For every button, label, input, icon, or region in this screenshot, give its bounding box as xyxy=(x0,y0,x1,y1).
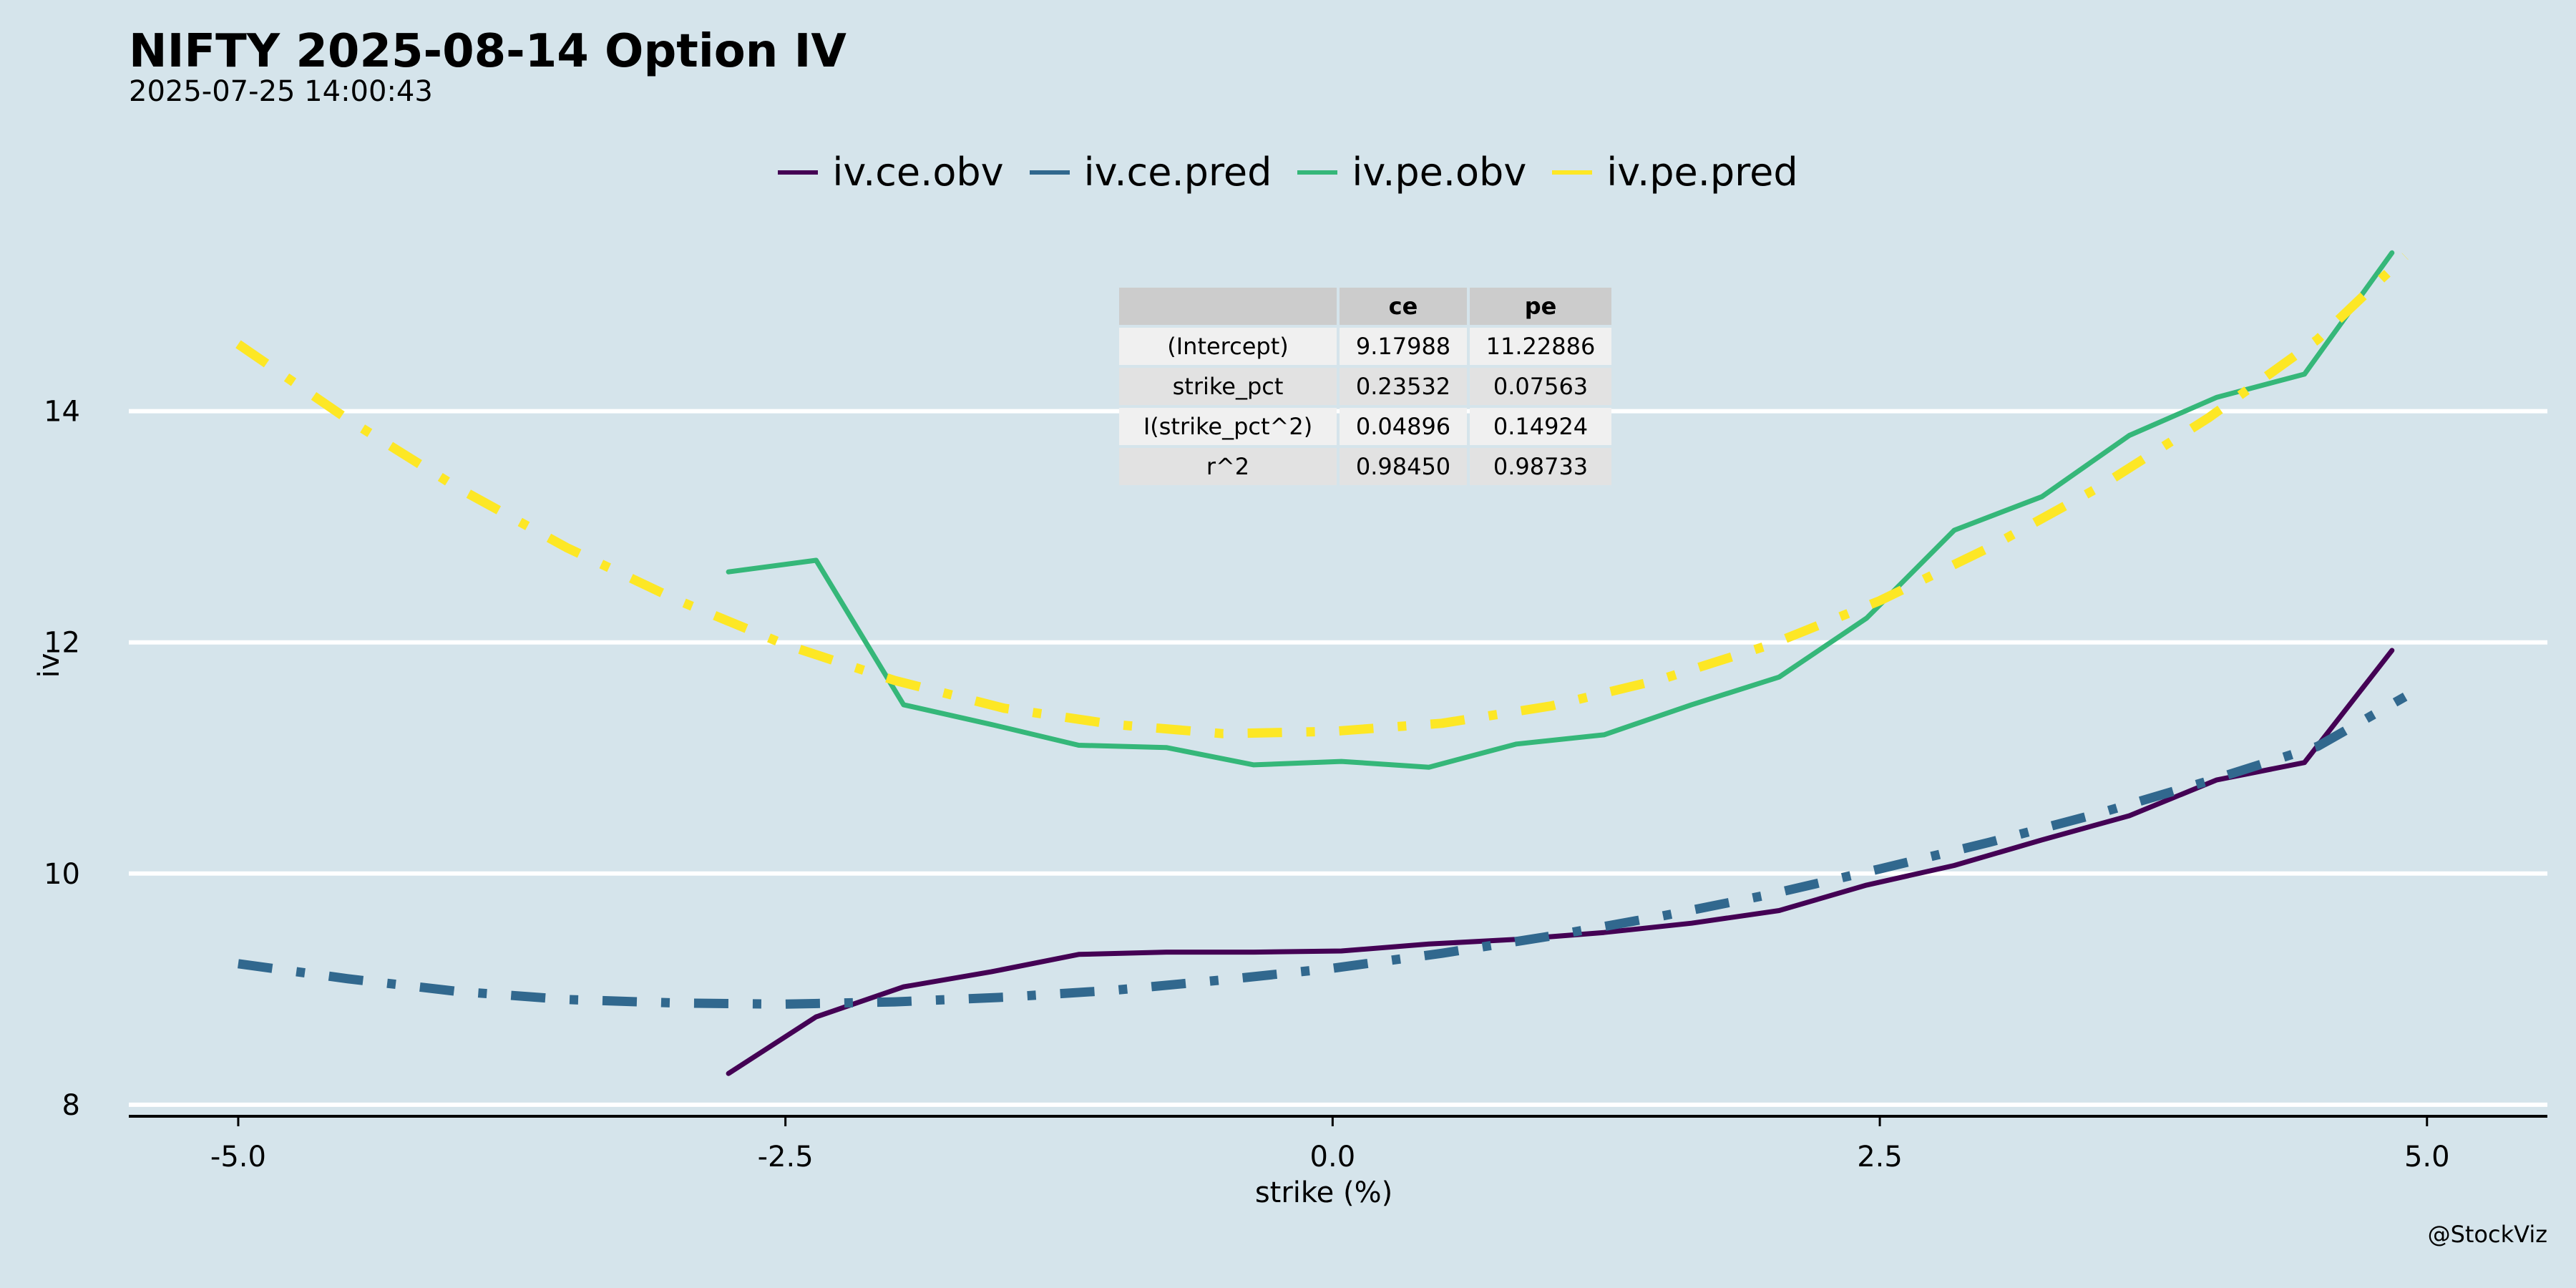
y-axis-title: iv xyxy=(33,653,66,678)
y-tick-label: 12 xyxy=(44,627,80,660)
legend-key-iv-ce-obv xyxy=(778,170,819,175)
legend-key-iv-pe-obv xyxy=(1297,170,1338,175)
stats-row-strike-pct-squared: I(strike_pct^2) 0.04896 0.14924 xyxy=(1119,408,1611,445)
x-tick-label: 5.0 xyxy=(2404,1141,2450,1174)
x-tick-label: -2.5 xyxy=(758,1141,814,1174)
legend-label-iv-ce-obv: iv.ce.obv xyxy=(832,150,1004,195)
legend-key-iv-pe-pred xyxy=(1552,170,1593,175)
stats-cell-pe: 0.14924 xyxy=(1470,408,1611,445)
x-tick-label: -5.0 xyxy=(210,1141,266,1174)
legend-item-iv-ce-obv: iv.ce.obv xyxy=(778,150,1004,195)
chart-title: NIFTY 2025-08-14 Option IV xyxy=(129,25,847,78)
x-axis-title: strike (%) xyxy=(1255,1176,1392,1209)
legend: iv.ce.obv iv.ce.pred iv.pe.obv iv.pe.pre… xyxy=(0,147,2576,198)
legend-label-iv-pe-obv: iv.pe.obv xyxy=(1352,150,1527,195)
stats-cell-ce: 0.23532 xyxy=(1340,368,1467,405)
stats-cell-pe: 11.22886 xyxy=(1470,328,1611,365)
stats-cell-ce: 0.98450 xyxy=(1340,448,1467,485)
stats-cell-label: strike_pct xyxy=(1119,368,1337,405)
stats-cell-label: (Intercept) xyxy=(1119,328,1337,365)
legend-item-iv-pe-obv: iv.pe.obv xyxy=(1297,153,1526,192)
stats-row-strike-pct: strike_pct 0.23532 0.07563 xyxy=(1119,368,1611,405)
y-tick-label: 8 xyxy=(62,1089,80,1122)
stats-cell-pe: 0.07563 xyxy=(1470,368,1611,405)
series-line-iv-pe-obv xyxy=(726,250,2395,770)
legend-item-iv-ce-pred: iv.ce.pred xyxy=(1029,150,1272,195)
series-line-iv-ce-pred xyxy=(238,692,2408,1009)
legend-key-iv-ce-pred xyxy=(1029,170,1070,175)
stats-row-intercept: (Intercept) 9.17988 11.22886 xyxy=(1119,328,1611,365)
legend-item-iv-pe-pred: iv.pe.pred xyxy=(1552,150,1798,195)
stats-header-blank xyxy=(1119,288,1337,325)
credit-label: @StockViz xyxy=(2427,1221,2547,1248)
legend-label-iv-pe-pred: iv.pe.pred xyxy=(1606,150,1798,195)
stats-cell-ce: 0.04896 xyxy=(1340,408,1467,445)
y-tick-label: 10 xyxy=(44,858,80,891)
legend-label-iv-ce-pred: iv.ce.pred xyxy=(1083,150,1272,195)
regression-stats-table: ce pe (Intercept) 9.17988 11.22886 strik… xyxy=(1116,285,1614,488)
stats-cell-ce: 9.17988 xyxy=(1340,328,1467,365)
x-tick-label: 2.5 xyxy=(1857,1141,1903,1174)
chart-subtitle: 2025-07-25 14:00:43 xyxy=(129,75,433,108)
stats-row-r-squared: r^2 0.98450 0.98733 xyxy=(1119,448,1611,485)
stats-header-pe: pe xyxy=(1470,288,1611,325)
stats-table-header: ce pe xyxy=(1119,288,1611,325)
stats-cell-pe: 0.98733 xyxy=(1470,448,1611,485)
x-tick-label: 0.0 xyxy=(1310,1141,1356,1174)
stats-cell-label: I(strike_pct^2) xyxy=(1119,408,1337,445)
series-line-iv-pe-pred xyxy=(235,253,2409,738)
stats-header-ce: ce xyxy=(1340,288,1467,325)
y-tick-label: 14 xyxy=(44,396,80,429)
stats-cell-label: r^2 xyxy=(1119,448,1337,485)
series-line-iv-ce-obv xyxy=(726,648,2395,1076)
